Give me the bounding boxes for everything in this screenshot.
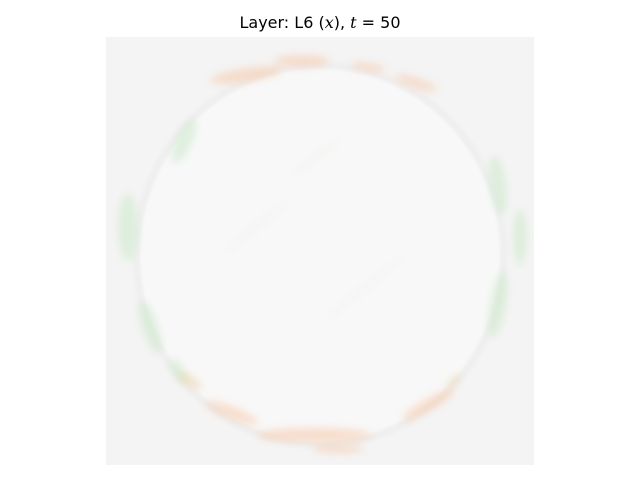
figure-title: Layer: L6 (x), t = 50	[0, 12, 640, 34]
title-separator: ),	[333, 13, 351, 32]
warm-patches-bottom	[178, 371, 462, 453]
interior-texture	[225, 139, 405, 320]
title-prefix: Layer: L6 (	[239, 13, 325, 32]
title-time-symbol: t	[350, 13, 357, 32]
title-variable: x	[324, 13, 334, 32]
circle-interior	[140, 69, 500, 441]
activation-heatmap	[106, 37, 534, 465]
title-time-value: = 50	[356, 13, 401, 32]
cool-patches-right	[488, 155, 527, 339]
warm-patches-top	[210, 55, 437, 92]
cool-patches-left	[118, 118, 197, 384]
